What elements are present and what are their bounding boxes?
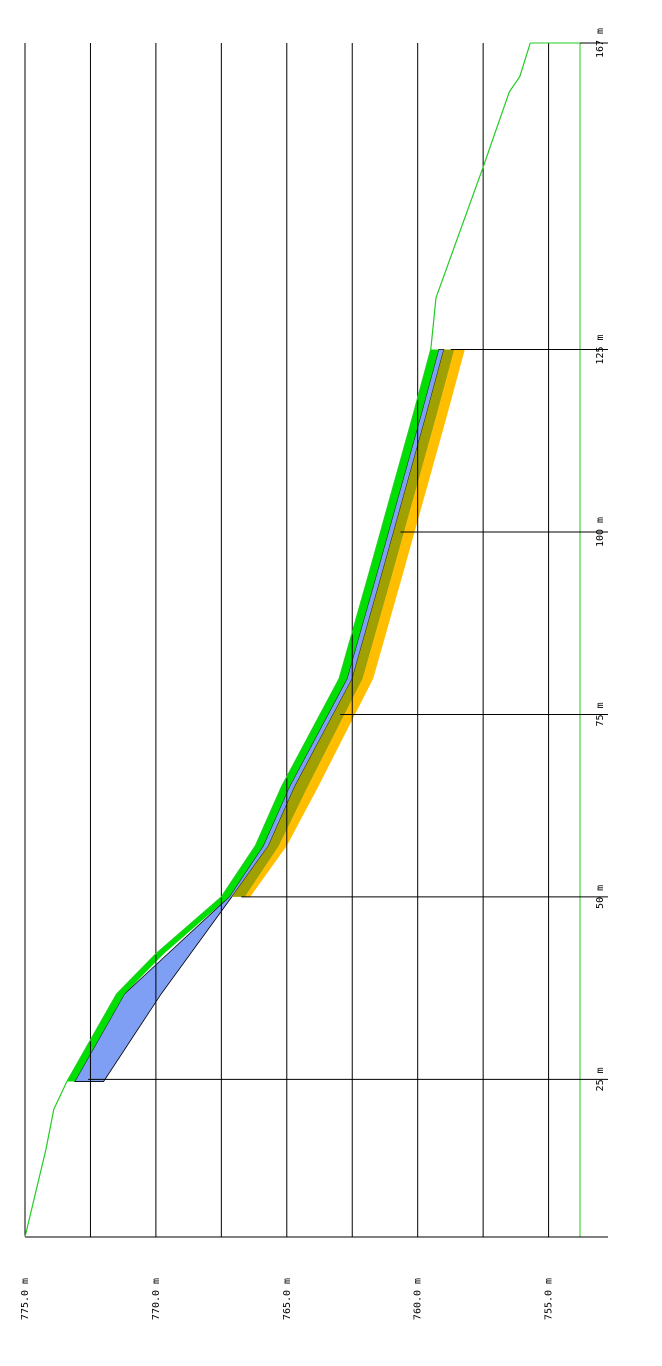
terrain-line (24, 42, 531, 1238)
x-tick-label: 75 m (595, 702, 606, 726)
layer (244, 349, 465, 897)
layer (231, 349, 455, 897)
y-tick-label: 775.0 m (20, 1278, 31, 1320)
x-tick-label: 167 m (595, 28, 606, 58)
y-tick-label: 770.0 m (151, 1278, 162, 1320)
y-tick-label: 760.0 m (413, 1278, 424, 1320)
layer (74, 349, 445, 1082)
x-tick-label: 100 m (595, 517, 606, 547)
layer (66, 349, 439, 1082)
x-tick-label: 25 m (595, 1067, 606, 1091)
x-tick-label: 125 m (595, 334, 606, 364)
x-tick-label: 50 m (595, 885, 606, 909)
y-tick-label: 765.0 m (282, 1278, 293, 1320)
y-tick-label: 755.0 m (544, 1278, 555, 1320)
